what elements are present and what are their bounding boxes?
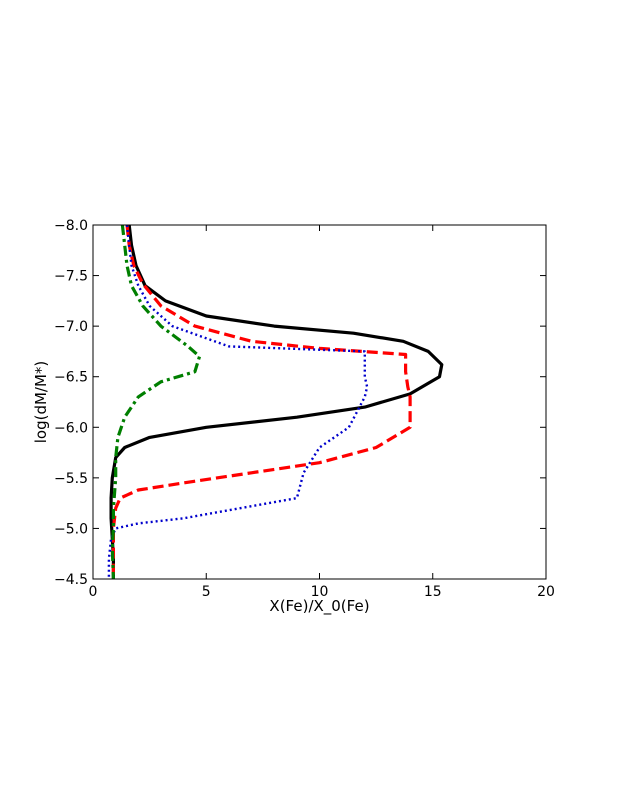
tick-layer: 0 5 10 15 20 −8.0 −7.5 −7.0 −6.5 −6.0 −5.5 −5.0 −4.5 <box>54 218 555 600</box>
series-line-2 <box>111 224 412 579</box>
x-tick-label: 10 <box>311 584 329 600</box>
plot-background <box>93 225 546 579</box>
y-axis-label: log(dM/M*) <box>32 361 50 444</box>
y-tick-label: −6.0 <box>54 420 88 436</box>
y-tick-label: −8.0 <box>54 218 88 234</box>
series-line-1 <box>109 224 444 579</box>
y-tick-label: −5.5 <box>54 471 88 487</box>
x-tick-label: 20 <box>537 584 555 600</box>
x-axis-label: X(Fe)/X_0(Fe) <box>269 597 369 616</box>
y-tick-label: −7.5 <box>54 269 88 285</box>
y-tick-label: −4.5 <box>54 572 88 588</box>
series-line-4 <box>110 224 202 580</box>
series-line-3 <box>107 224 369 579</box>
y-tick-label: −6.5 <box>54 370 88 386</box>
y-tick-label: −5.0 <box>54 521 88 537</box>
x-tick-label: 0 <box>89 584 98 600</box>
x-tick-label: 5 <box>202 584 211 600</box>
x-tick-label: 15 <box>424 584 442 600</box>
y-tick-label: −7.0 <box>54 319 88 335</box>
series-layer <box>107 224 444 580</box>
